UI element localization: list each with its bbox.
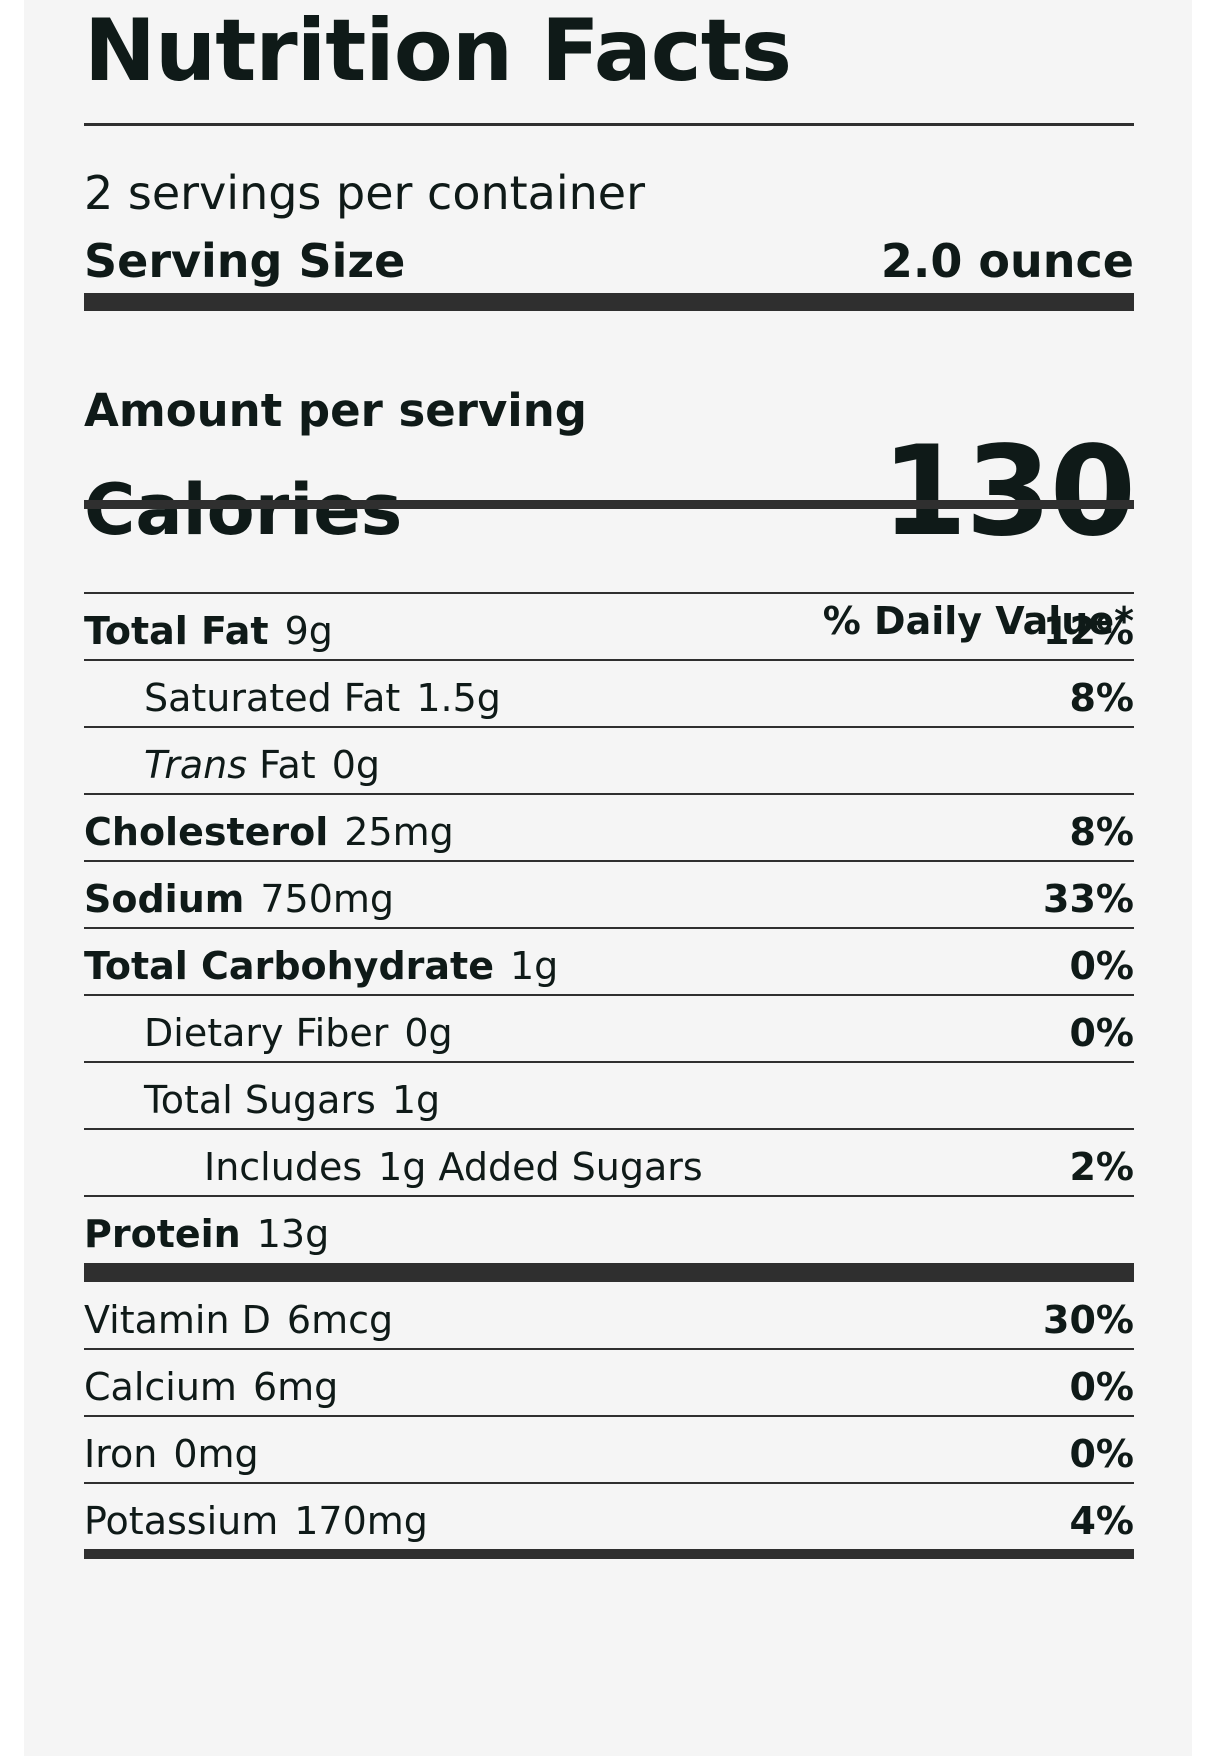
nutrient-name: Protein	[84, 1212, 241, 1256]
thick-divider-top	[84, 293, 1134, 311]
serving-size-value: 2.0 ounce	[880, 234, 1134, 288]
serving-size-row: Serving Size 2.0 ounce	[84, 238, 1134, 284]
calories-divider	[84, 500, 1134, 509]
micronutrient-amount: 6mg	[252, 1365, 339, 1409]
nutrient-row-added-sugars: Includes 1g Added Sugars 2%	[84, 1130, 1134, 1204]
label-title: Nutrition Facts	[84, 1, 792, 101]
nutrient-row-protein: Protein 13g	[84, 1197, 1134, 1271]
nutrient-name: Cholesterol	[84, 810, 329, 854]
micronutrient-amount: 0mg	[173, 1432, 259, 1476]
nutrient-amount: 0g	[331, 743, 381, 787]
nutrient-name: Total Fat	[84, 609, 269, 653]
micronutrient-name: Calcium	[84, 1365, 237, 1409]
nutrient-daily-value: 0%	[1069, 944, 1134, 988]
nutrient-daily-value: 12%	[1043, 609, 1134, 653]
nutrient-amount: 0g	[404, 1011, 453, 1055]
nutrient-name: Total Carbohydrate	[84, 944, 494, 988]
row-divider	[84, 1415, 1134, 1417]
nutrient-amount: 1g	[391, 1078, 441, 1122]
row-divider	[84, 659, 1134, 661]
nutrient-name: Dietary Fiber	[144, 1011, 389, 1055]
bottom-divider	[84, 1549, 1134, 1559]
nutrient-amount: 750mg	[260, 877, 395, 921]
micronutrient-daily-value: 4%	[1069, 1499, 1134, 1543]
calories-value: 130	[881, 420, 1136, 564]
micronutrient-name: Vitamin D	[84, 1298, 271, 1342]
micronutrient-daily-value: 0%	[1069, 1365, 1134, 1409]
row-divider	[84, 1128, 1134, 1130]
nutrient-row-total-carbohydrate: Total Carbohydrate 1g 0%	[84, 929, 1134, 1003]
nutrient-amount: 9g	[284, 609, 333, 653]
nutrient-amount: 25mg	[344, 810, 454, 854]
row-divider	[84, 793, 1134, 795]
nutrient-name: Trans Fat	[144, 746, 316, 784]
nutrient-name: Total Sugars	[144, 1078, 376, 1122]
thick-divider-bottom	[84, 1263, 1134, 1282]
row-divider	[84, 1348, 1134, 1350]
nutrient-name: Sodium	[84, 877, 245, 921]
nutrient-row-total-fat: Total Fat 9g 12%	[84, 594, 1134, 668]
serving-size-label: Serving Size	[84, 234, 406, 288]
row-divider	[84, 1195, 1134, 1197]
micronutrient-daily-value: 30%	[1043, 1298, 1134, 1342]
nutrient-amount: 13g	[256, 1212, 330, 1256]
micronutrient-row-vitamin-d: Vitamin D 6mcg 30%	[84, 1283, 1134, 1357]
label-background	[24, 0, 1192, 1756]
amount-per-serving: Amount per serving	[84, 384, 587, 437]
micronutrient-name: Iron	[84, 1432, 158, 1476]
row-divider	[84, 592, 1134, 594]
nutrient-name: Includes	[204, 1145, 363, 1189]
servings-per-container: 2 servings per container	[84, 166, 646, 220]
nutrient-row-dietary-fiber: Dietary Fiber 0g 0%	[84, 996, 1134, 1070]
nutrient-name: Saturated Fat	[144, 676, 401, 720]
daily-value-header: % Daily Value*	[822, 599, 1134, 643]
nutrient-daily-value: 0%	[1069, 1011, 1134, 1055]
calories-label: Calories	[84, 469, 403, 551]
micronutrient-amount: 170mg	[294, 1499, 428, 1543]
micronutrient-row-calcium: Calcium 6mg 0%	[84, 1350, 1134, 1424]
nutrient-row-saturated-fat: Saturated Fat 1.5g 8%	[84, 661, 1134, 735]
row-divider	[84, 927, 1134, 929]
nutrient-name-rest: Fat	[247, 743, 316, 787]
nutrient-amount: 1g Added Sugars	[378, 1145, 703, 1189]
micronutrient-row-iron: Iron 0mg 0%	[84, 1417, 1134, 1491]
row-divider	[84, 726, 1134, 728]
nutrient-row-sodium: Sodium 750mg 33%	[84, 862, 1134, 936]
nutrient-daily-value: 2%	[1069, 1145, 1134, 1189]
nutrient-row-trans-fat: Trans Fat 0g	[84, 728, 1134, 802]
nutrient-row-cholesterol: Cholesterol 25mg 8%	[84, 795, 1134, 869]
nutrient-row-total-sugars: Total Sugars 1g	[84, 1063, 1134, 1137]
micronutrient-amount: 6mcg	[286, 1298, 394, 1342]
micronutrient-name: Potassium	[84, 1499, 279, 1543]
nutrient-daily-value: 33%	[1043, 877, 1134, 921]
nutrient-name-italic: Trans	[144, 743, 248, 787]
nutrient-daily-value: 8%	[1069, 676, 1134, 720]
row-divider	[84, 1482, 1134, 1484]
nutrient-amount: 1.5g	[416, 676, 501, 720]
nutrient-amount: 1g	[509, 944, 559, 988]
micronutrient-daily-value: 0%	[1069, 1432, 1134, 1476]
row-divider	[84, 1061, 1134, 1063]
micronutrient-row-potassium: Potassium 170mg 4%	[84, 1484, 1134, 1558]
calories-row: Calories 130	[84, 420, 1136, 564]
title-divider	[84, 123, 1134, 126]
row-divider	[84, 994, 1134, 996]
row-divider	[84, 860, 1134, 862]
nutrient-daily-value: 8%	[1069, 810, 1134, 854]
